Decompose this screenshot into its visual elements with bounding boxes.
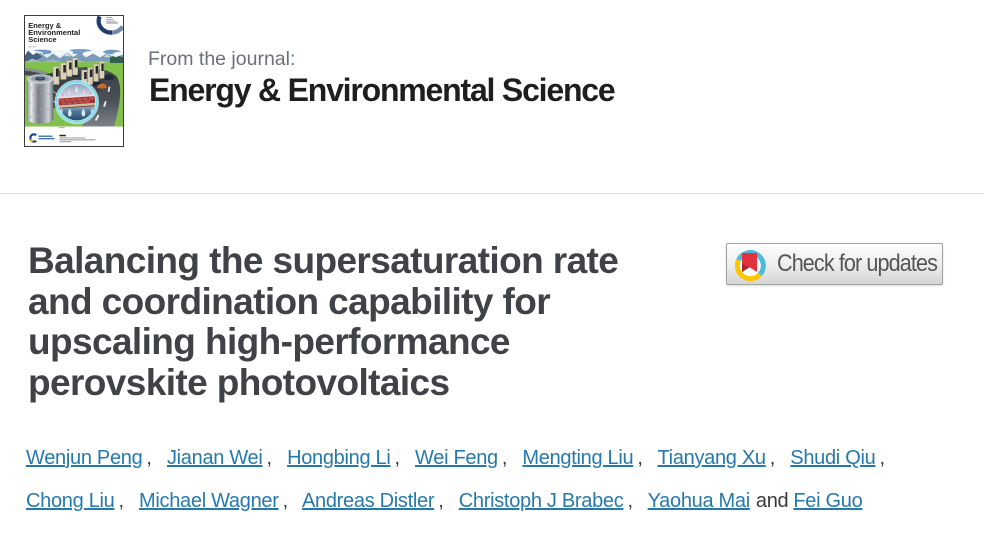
svg-text:Science: Science	[28, 35, 56, 44]
svg-text:Environmental: Environmental	[28, 28, 80, 37]
svg-text:Energy &: Energy &	[28, 21, 62, 30]
